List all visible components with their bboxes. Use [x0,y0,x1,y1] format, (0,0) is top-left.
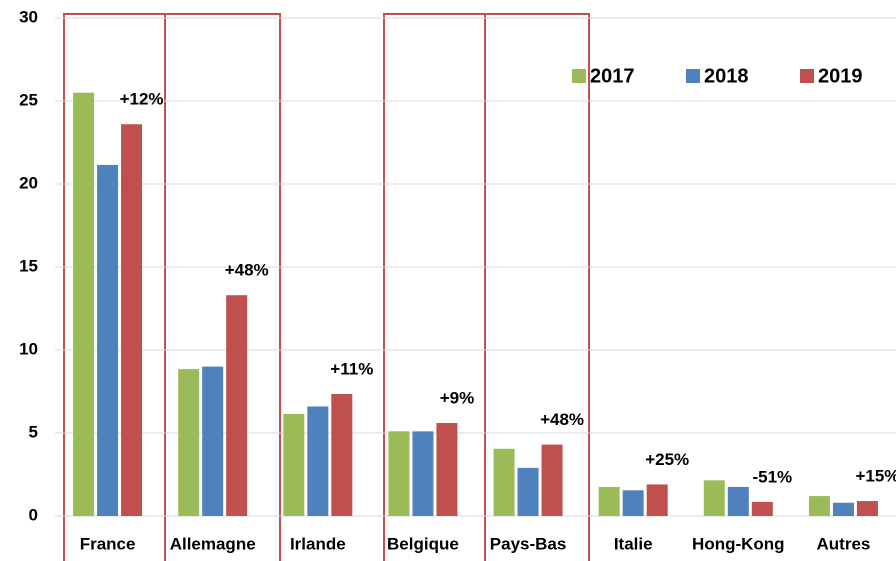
annotation: +48% [225,261,269,280]
highlight-box [164,13,281,561]
bar [751,501,773,516]
legend-label: 2017 [590,65,635,87]
legend-swatch [686,69,700,83]
bar [97,164,119,516]
x-tick-label: France [80,534,136,553]
annotation: +11% [330,359,373,378]
bar [727,486,749,516]
bar [856,501,878,516]
x-tick-label: Irlande [290,534,346,553]
bar [598,486,620,516]
annotation: +48% [540,410,584,429]
bar [226,295,248,516]
bar [388,431,410,516]
legend-label: 2019 [818,65,863,87]
bar [178,369,200,516]
bar [202,366,224,516]
bar [646,484,668,516]
x-tick-label: Allemagne [170,534,256,553]
y-tick-label: 0 [29,505,38,524]
y-tick-label: 10 [19,339,38,358]
y-tick-label: 30 [19,7,38,26]
bar [703,480,725,516]
annotation: -51% [752,467,792,486]
legend-swatch [800,69,814,83]
y-tick-label: 15 [19,256,38,275]
bar [73,92,95,516]
x-tick-label: Autres [817,534,871,553]
y-tick-label: 20 [19,173,38,192]
x-tick-label: Hong-Kong [692,534,785,553]
bar [808,496,830,516]
bar [283,413,305,516]
bar [622,490,644,516]
bar [331,393,353,516]
bar [121,124,143,517]
bar [517,467,539,516]
y-tick-label: 25 [19,90,38,109]
legend-label: 2018 [704,65,749,87]
bar [541,444,563,516]
legend-swatch [572,69,586,83]
annotation: +12% [120,90,164,109]
bar [493,448,515,516]
bar [832,502,854,516]
x-tick-label: Pays-Bas [490,534,567,553]
annotation: +9% [440,389,475,408]
x-tick-label: Belgique [387,534,459,553]
highlight-box [484,13,590,561]
bar [307,406,329,516]
bar [436,423,458,516]
y-tick-label: 5 [29,422,38,441]
bar [412,431,434,516]
annotation: +25% [645,450,689,469]
x-tick-label: Italie [614,534,653,553]
annotation: +15% [855,467,896,486]
